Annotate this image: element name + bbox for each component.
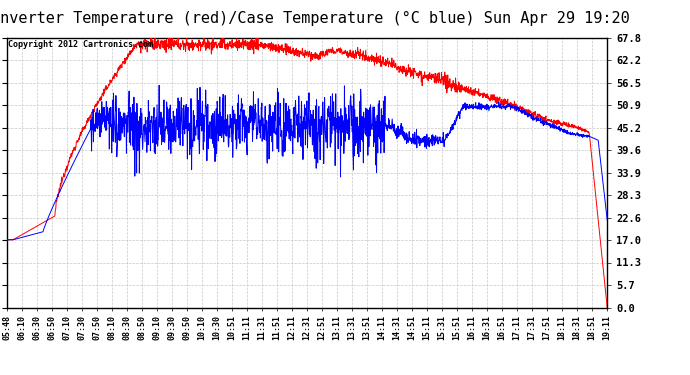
Text: Copyright 2012 Cartronics.com: Copyright 2012 Cartronics.com	[8, 40, 153, 49]
Text: Inverter Temperature (red)/Case Temperature (°C blue) Sun Apr 29 19:20: Inverter Temperature (red)/Case Temperat…	[0, 11, 630, 26]
